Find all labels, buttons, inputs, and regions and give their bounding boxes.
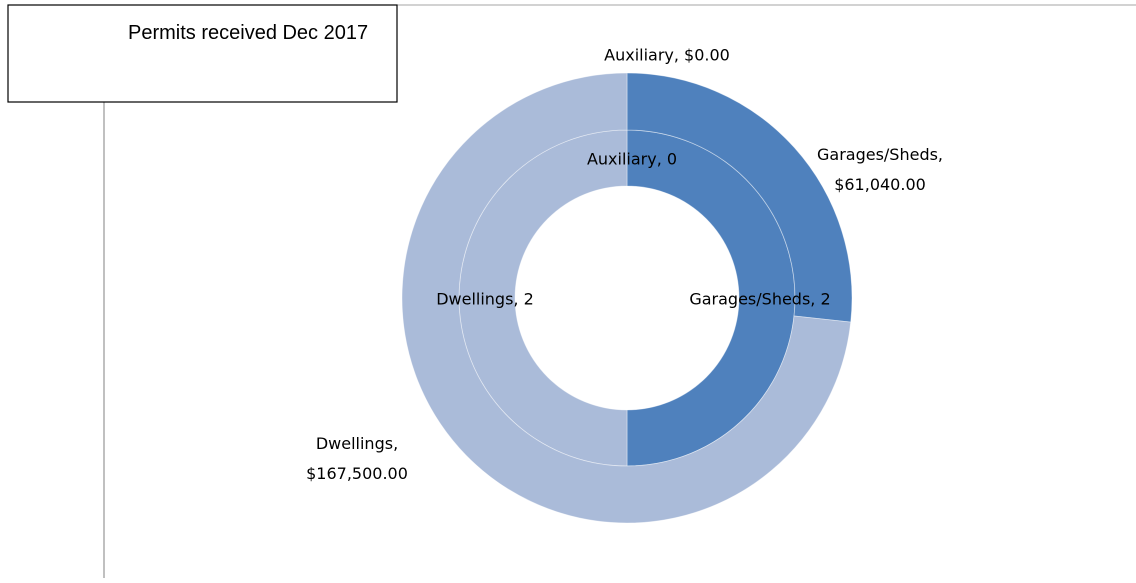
data-label: Garages/Sheds, $61,040.00 <box>817 145 943 194</box>
donut-slice <box>401 72 852 524</box>
data-label: Garages/Sheds, 2 <box>689 290 830 309</box>
title-box <box>7 4 398 103</box>
chart-title: Permits received Dec 2017 <box>128 22 369 44</box>
data-label: Dwellings, $167,500.00 <box>306 434 408 483</box>
data-label: Dwellings, 2 <box>436 290 534 309</box>
data-label: Auxiliary, $0.00 <box>604 46 730 65</box>
data-label: Auxiliary, 0 <box>587 150 677 169</box>
